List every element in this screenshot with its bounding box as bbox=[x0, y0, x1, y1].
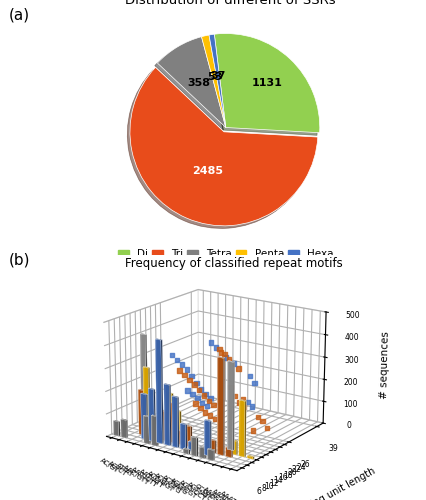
Text: (a): (a) bbox=[9, 8, 30, 22]
Text: 37: 37 bbox=[210, 72, 226, 82]
Wedge shape bbox=[157, 36, 226, 128]
Text: Frequency of classified repeat motifs: Frequency of classified repeat motifs bbox=[125, 256, 343, 270]
Wedge shape bbox=[201, 35, 226, 128]
Title: Distribution of different of SSRs: Distribution of different of SSRs bbox=[125, 0, 336, 8]
Text: (b): (b) bbox=[9, 252, 30, 268]
Wedge shape bbox=[209, 34, 226, 128]
Text: 2485: 2485 bbox=[192, 166, 223, 175]
Y-axis label: Repeating unit length: Repeating unit length bbox=[279, 466, 377, 500]
Text: 358: 358 bbox=[188, 78, 211, 88]
Wedge shape bbox=[214, 34, 320, 132]
Wedge shape bbox=[130, 68, 318, 226]
Text: 53: 53 bbox=[207, 72, 222, 82]
Legend: Di, Tri, Tetra, Penta, Hexa: Di, Tri, Tetra, Penta, Hexa bbox=[114, 245, 337, 264]
Text: 1131: 1131 bbox=[252, 78, 283, 88]
